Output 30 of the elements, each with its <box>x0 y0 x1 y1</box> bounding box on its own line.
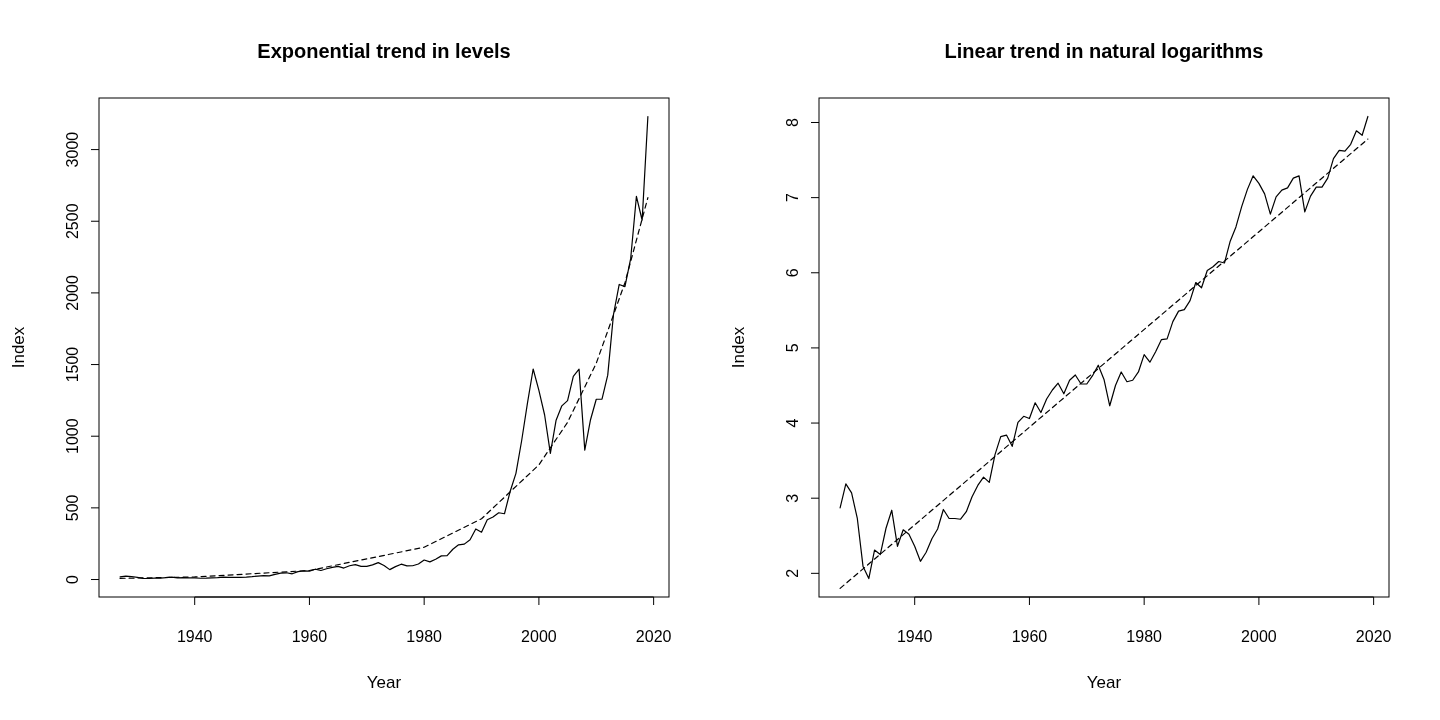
y-tick-label: 6 <box>784 268 801 278</box>
y-tick-label: 500 <box>64 494 81 522</box>
x-tick-label: 1940 <box>176 628 213 645</box>
y-tick-label: 3 <box>784 493 801 503</box>
y-tick-label: 8 <box>784 117 801 127</box>
x-tick-label: 2020 <box>635 628 672 645</box>
x-axis-title: Year <box>366 673 402 692</box>
x-axis-title: Year <box>1086 673 1122 692</box>
y-tick-label: 5 <box>784 343 801 353</box>
x-tick-label: 1940 <box>896 628 933 645</box>
y-tick-label: 1000 <box>64 418 81 454</box>
x-tick-label: 1980 <box>406 628 443 645</box>
x-tick-label: 1980 <box>1126 628 1163 645</box>
y-tick-label: 7 <box>784 193 801 203</box>
chart-title: Linear trend in natural logarithms <box>944 40 1264 62</box>
y-axis-title: Index <box>729 326 748 369</box>
y-tick-label: 3000 <box>64 131 81 168</box>
y-tick-label: 0 <box>64 574 81 584</box>
chart-title: Exponential trend in levels <box>257 40 511 62</box>
y-tick-label: 2 <box>784 568 801 578</box>
y-tick-label: 2000 <box>64 275 81 311</box>
x-tick-label: 2000 <box>1241 628 1277 645</box>
y-axis-title: Index <box>9 326 28 369</box>
y-tick-label: 1500 <box>64 346 81 383</box>
x-tick-label: 2000 <box>521 628 557 645</box>
x-tick-label: 2020 <box>1355 628 1392 645</box>
x-tick-label: 1960 <box>1011 628 1048 645</box>
x-tick-label: 1960 <box>291 628 328 645</box>
y-tick-label: 4 <box>784 418 801 428</box>
y-tick-label: 2500 <box>64 203 81 240</box>
